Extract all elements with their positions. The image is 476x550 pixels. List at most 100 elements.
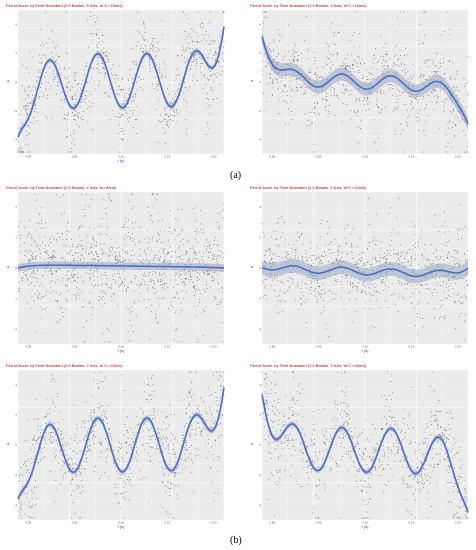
data-point — [51, 30, 53, 32]
data-point — [207, 57, 209, 59]
data-point — [214, 272, 215, 274]
data-point — [136, 460, 137, 462]
data-point — [211, 248, 213, 250]
data-point — [276, 56, 278, 58]
data-point — [354, 60, 356, 62]
data-point — [136, 446, 138, 448]
data-point — [126, 429, 128, 431]
data-point — [216, 76, 218, 78]
data-point — [167, 512, 169, 514]
data-point — [387, 252, 389, 254]
data-point — [395, 107, 397, 109]
data-point — [173, 338, 175, 340]
data-point — [293, 60, 295, 62]
data-point — [326, 439, 328, 441]
data-point — [142, 89, 144, 91]
data-point — [278, 62, 280, 63]
y-axis-label: a — [251, 78, 254, 83]
data-point — [333, 94, 335, 96]
data-point — [18, 291, 20, 292]
data-point — [186, 101, 188, 103]
data-point — [117, 279, 119, 281]
data-point — [336, 257, 338, 259]
data-point — [212, 98, 214, 100]
data-point — [380, 111, 382, 113]
data-point — [453, 485, 455, 487]
data-point — [440, 315, 442, 317]
data-point — [327, 261, 329, 263]
data-point — [361, 252, 363, 254]
data-point — [445, 145, 447, 147]
data-point — [190, 435, 192, 437]
data-point — [149, 338, 151, 340]
data-point — [135, 222, 137, 224]
data-point — [150, 43, 152, 45]
data-point — [450, 482, 452, 483]
data-point — [437, 425, 439, 427]
data-point — [186, 441, 188, 443]
data-point — [185, 250, 187, 252]
data-point — [432, 88, 434, 90]
data-point — [121, 283, 123, 285]
data-point — [86, 443, 88, 445]
data-point — [144, 39, 146, 41]
data-point — [27, 94, 29, 96]
data-point — [126, 113, 128, 115]
data-point — [410, 261, 412, 263]
data-point — [204, 311, 206, 312]
data-point — [165, 64, 167, 66]
data-point — [37, 223, 39, 224]
data-point — [79, 92, 81, 94]
data-point — [107, 341, 109, 343]
data-point — [331, 458, 333, 460]
data-point — [379, 260, 381, 262]
data-point — [392, 228, 394, 230]
data-point — [215, 440, 217, 442]
data-point — [200, 26, 202, 28]
data-point — [208, 395, 210, 397]
data-point — [25, 465, 27, 467]
data-point — [334, 44, 336, 46]
data-point — [158, 433, 160, 435]
data-point — [456, 250, 458, 252]
data-point — [363, 252, 365, 253]
data-point — [97, 276, 99, 278]
data-point — [415, 116, 417, 118]
data-point — [429, 76, 430, 78]
data-point — [41, 274, 43, 276]
data-point — [68, 443, 70, 445]
data-point — [145, 443, 147, 445]
data-point — [284, 85, 286, 87]
data-point — [116, 74, 118, 76]
data-point — [98, 79, 100, 81]
data-point — [181, 79, 183, 81]
data-point — [441, 34, 443, 36]
data-point — [406, 54, 408, 56]
data-point — [88, 449, 90, 451]
data-point — [206, 249, 208, 251]
data-point — [276, 304, 278, 306]
data-point — [222, 217, 224, 219]
data-point — [288, 244, 290, 246]
data-point — [287, 258, 289, 260]
data-point — [134, 275, 136, 276]
data-point — [340, 445, 342, 447]
data-point — [182, 440, 184, 442]
data-point — [423, 248, 425, 250]
data-point — [51, 374, 53, 376]
data-point — [271, 253, 273, 255]
data-point — [123, 251, 125, 253]
data-point — [55, 47, 57, 49]
data-point — [304, 301, 306, 303]
data-point — [355, 11, 357, 13]
data-point — [213, 53, 215, 55]
data-point — [50, 273, 52, 275]
data-point — [363, 454, 365, 456]
data-point — [167, 252, 169, 254]
data-point — [107, 61, 109, 63]
data-point — [31, 244, 33, 246]
data-point — [147, 236, 149, 238]
data-point — [372, 257, 374, 259]
data-point — [215, 271, 217, 273]
data-point — [420, 73, 422, 75]
